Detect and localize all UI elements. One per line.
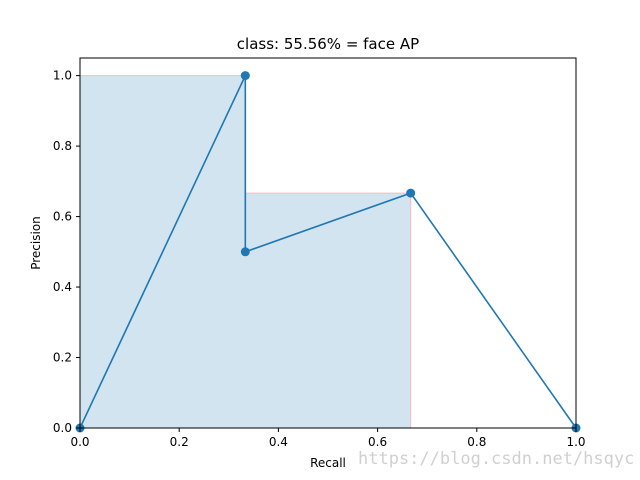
y-axis-label: Precision xyxy=(29,216,43,270)
data-point-marker xyxy=(240,71,250,81)
x-tick-group: 0.0 0.2 0.4 0.6 0.8 1.0 xyxy=(70,428,586,449)
watermark-text: https://blog.csdn.net/hsqyc xyxy=(358,449,635,469)
x-axis-label: Recall xyxy=(310,456,346,470)
data-point-marker xyxy=(406,188,416,198)
data-point-marker xyxy=(240,247,250,257)
x-tick-label: 0.6 xyxy=(368,435,387,449)
x-tick-label: 1.0 xyxy=(566,435,585,449)
x-tick-label: 0.4 xyxy=(269,435,288,449)
y-tick-label: 0.4 xyxy=(53,280,72,294)
chart-title: class: 55.56% = face AP xyxy=(237,35,419,53)
x-tick-label: 0.2 xyxy=(170,435,189,449)
y-tick-label: 0.0 xyxy=(53,421,72,435)
axes-frame xyxy=(79,57,577,429)
y-tick-label: 0.8 xyxy=(53,139,72,153)
x-tick-label: 0.8 xyxy=(467,435,486,449)
y-tick-label: 0.2 xyxy=(53,351,72,365)
x-tick-label: 0.0 xyxy=(70,435,89,449)
plot-area xyxy=(75,71,581,433)
y-tick-group: 0.0 0.2 0.4 0.6 0.8 1.0 xyxy=(53,69,80,435)
y-tick-label: 0.6 xyxy=(53,210,72,224)
y-tick-label: 1.0 xyxy=(53,69,72,83)
